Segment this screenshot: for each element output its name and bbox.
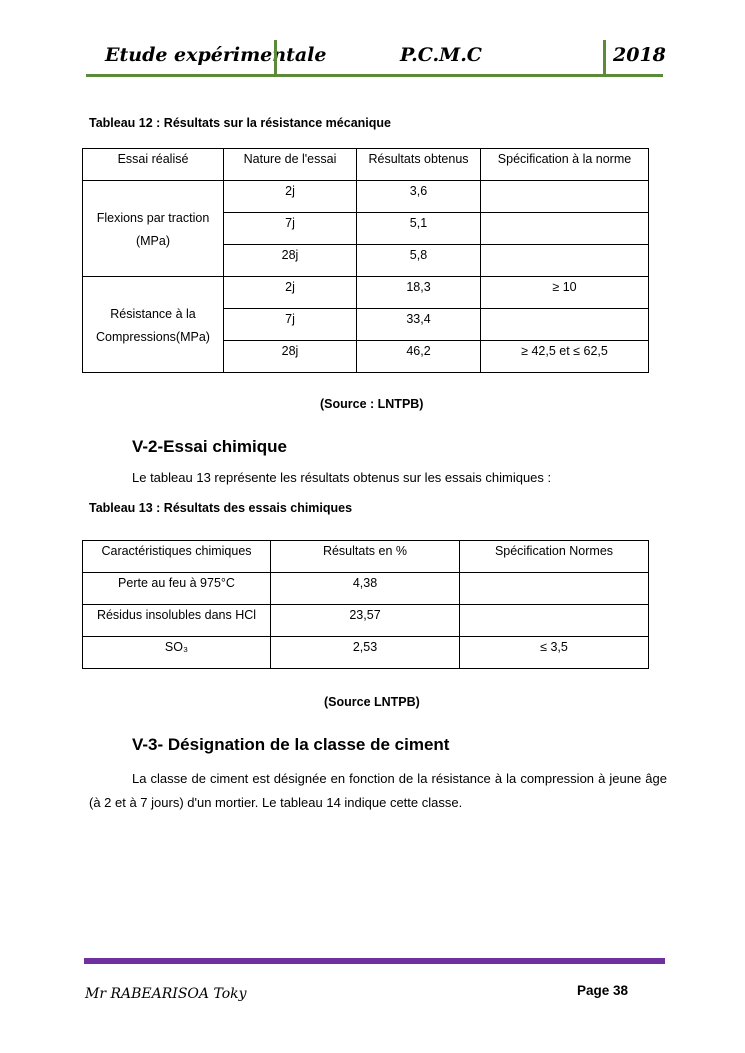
header-cell: Spécification Normes	[459, 540, 649, 573]
cell: 2,53	[270, 636, 460, 669]
cell: ≥ 10	[480, 276, 649, 309]
header-cell: Résultats en %	[270, 540, 460, 573]
cell	[459, 572, 649, 605]
cell: ≥ 42,5 et ≤ 62,5	[480, 340, 649, 373]
footer-rule	[84, 958, 665, 964]
section-heading: V-2-Essai chimique	[132, 437, 287, 456]
cell	[480, 308, 649, 341]
cell: Résidus insolubles dans HCl	[82, 604, 271, 637]
table-row: 7j 33,4	[83, 308, 649, 341]
header-divider	[274, 40, 277, 76]
cell: 23,57	[270, 604, 460, 637]
table-row: Flexions par traction (MPa) 2j 3,6	[82, 180, 649, 277]
cell: 4,38	[270, 572, 460, 605]
page-number: Page 38	[577, 983, 629, 998]
header-year: 2018	[613, 44, 666, 66]
header-cell: Nature de l'essai	[223, 148, 357, 181]
cell	[480, 212, 649, 245]
cell: 28j	[223, 244, 357, 277]
group-label: Résistance à la Compressions(MPa)	[82, 276, 224, 373]
table12: Essai réalisé Nature de l'essai Résultat…	[82, 148, 649, 373]
cell: 5,1	[356, 212, 481, 245]
header-rule	[86, 74, 663, 77]
table12-source: (Source : LNTPB)	[320, 397, 424, 411]
table13-source: (Source LNTPB)	[324, 695, 420, 709]
group-label: Flexions par traction (MPa)	[82, 180, 224, 277]
paragraph: La classe de ciment est désignée en fonc…	[89, 771, 667, 810]
header-title: P.C.M.C	[400, 44, 482, 66]
cell: 2j	[223, 180, 357, 213]
cell: 46,2	[356, 340, 481, 373]
cell: Perte au feu à 975°C	[82, 572, 271, 605]
footer-author: Mr RABEARISOA Toky	[85, 986, 247, 1002]
header-divider	[603, 40, 606, 76]
table-row: SO₃ 2,53 ≤ 3,5	[82, 636, 649, 669]
table-row: Résistance à la Compressions(MPa) 2j 18,3…	[82, 276, 649, 373]
cell: 2j	[223, 276, 357, 309]
table-row: Perte au feu à 975°C 4,38	[82, 572, 649, 605]
cell: 7j	[223, 308, 357, 341]
cell: 3,6	[356, 180, 481, 213]
cell: ≤ 3,5	[459, 636, 649, 669]
cell: 33,4	[356, 308, 481, 341]
table13-caption: Tableau 13 : Résultats des essais chimiq…	[89, 501, 353, 515]
cell: SO₃	[82, 636, 271, 669]
header-cell: Caractéristiques chimiques	[82, 540, 271, 573]
table12-caption: Tableau 12 : Résultats sur la résistance…	[89, 116, 391, 130]
cell: 5,8	[356, 244, 481, 277]
cell: 18,3	[356, 276, 481, 309]
table-header-row: Caractéristiques chimiques Résultats en %…	[82, 540, 649, 573]
section-heading: V-3- Désignation de la classe de ciment	[132, 735, 450, 754]
cell	[480, 180, 649, 213]
table13: Caractéristiques chimiques Résultats en %…	[82, 540, 649, 669]
cell	[480, 244, 649, 277]
table-header-row: Essai réalisé Nature de l'essai Résultat…	[82, 148, 649, 181]
header-cell: Spécification à la norme	[480, 148, 649, 181]
table-row: 28j 5,8	[83, 244, 649, 277]
cell	[459, 604, 649, 637]
header-cell: Essai réalisé	[82, 148, 224, 181]
header-chapter: Etude expérimentale	[105, 44, 327, 66]
table-row: 28j 46,2 ≥ 42,5 et ≤ 62,5	[83, 340, 649, 373]
table-row: 7j 5,1	[83, 212, 649, 245]
header-cell: Résultats obtenus	[356, 148, 481, 181]
cell: 7j	[223, 212, 357, 245]
table-row: Résidus insolubles dans HCl 23,57	[82, 604, 649, 637]
cell: 28j	[223, 340, 357, 373]
paragraph: Le tableau 13 représente les résultats o…	[132, 470, 552, 485]
